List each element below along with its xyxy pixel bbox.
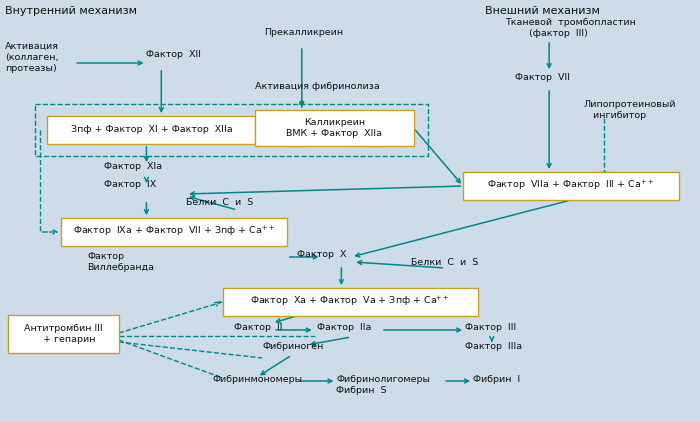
Text: Фибринмономеры: Фибринмономеры [213, 375, 303, 384]
Text: Прекалликреин: Прекалликреин [264, 28, 343, 37]
Text: Зпф + Фактор  XI + Фактор  XIIa: Зпф + Фактор XI + Фактор XIIa [71, 125, 232, 135]
Text: Тканевой  тромбопластин
        (фактор  III): Тканевой тромбопластин (фактор III) [505, 18, 636, 38]
Text: Фибрин  I: Фибрин I [473, 375, 520, 384]
Text: Фактор  XIa: Фактор XIa [104, 162, 162, 171]
Text: Фибриноген: Фибриноген [262, 342, 323, 351]
Text: Белки  С  и  S: Белки С и S [411, 258, 478, 267]
Text: Фактор  XII: Фактор XII [146, 50, 202, 59]
Text: Фактор  VIIa + Фактор  III + Ca$^{++}$: Фактор VIIa + Фактор III + Ca$^{++}$ [487, 179, 654, 193]
Text: Внутренний механизм: Внутренний механизм [5, 6, 137, 16]
Text: Фактор  IXa + Фактор  VII + Зпф + Ca$^{++}$: Фактор IXa + Фактор VII + Зпф + Ca$^{++}… [73, 225, 275, 239]
FancyBboxPatch shape [256, 110, 414, 146]
Text: Фактор  IIa: Фактор IIa [316, 323, 371, 332]
Text: Фактор  X: Фактор X [297, 250, 346, 259]
Text: Фактор  Xa + Фактор  Va + Зпф + Ca$^{++}$: Фактор Xa + Фактор Va + Зпф + Ca$^{++}$ [251, 295, 450, 309]
Text: Фактор  III: Фактор III [465, 323, 517, 332]
Text: Внешний механизм: Внешний механизм [485, 6, 600, 16]
Text: Активация фибринолиза: Активация фибринолиза [256, 82, 380, 91]
FancyBboxPatch shape [8, 315, 119, 353]
Text: Калликреин
ВМК + Фактор  XIIa: Калликреин ВМК + Фактор XIIa [286, 118, 382, 138]
Text: Белки  С  и  S: Белки С и S [186, 198, 253, 207]
Text: Фактор
Виллебранда: Фактор Виллебранда [87, 252, 154, 272]
Text: Фибрин  S: Фибрин S [337, 386, 387, 395]
FancyBboxPatch shape [48, 116, 255, 144]
Text: Активация
(коллаген,
протеазы): Активация (коллаген, протеазы) [5, 42, 59, 73]
Text: Фибринолигомеры: Фибринолигомеры [337, 375, 430, 384]
Text: Фактор  VII: Фактор VII [514, 73, 570, 82]
FancyBboxPatch shape [62, 218, 287, 246]
Text: Антитромбин III
    + гепарин: Антитромбин III + гепарин [24, 324, 103, 344]
FancyBboxPatch shape [223, 288, 478, 316]
Text: Фактор  II: Фактор II [234, 323, 282, 332]
Text: Липопротеиновый
   ингибитор: Липопротеиновый ингибитор [584, 100, 676, 120]
Text: Фактор  IIIa: Фактор IIIa [465, 342, 522, 351]
Text: Фактор  IX: Фактор IX [104, 180, 156, 189]
FancyBboxPatch shape [463, 172, 679, 200]
